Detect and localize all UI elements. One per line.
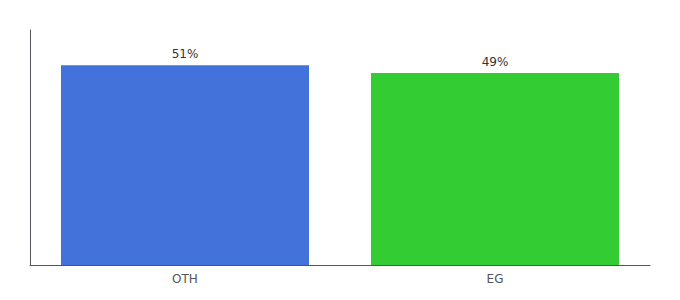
svg-text:51%: 51% — [172, 47, 199, 61]
svg-text:OTH: OTH — [172, 272, 198, 286]
svg-text:49%: 49% — [482, 55, 509, 69]
svg-text:EG: EG — [487, 272, 504, 286]
